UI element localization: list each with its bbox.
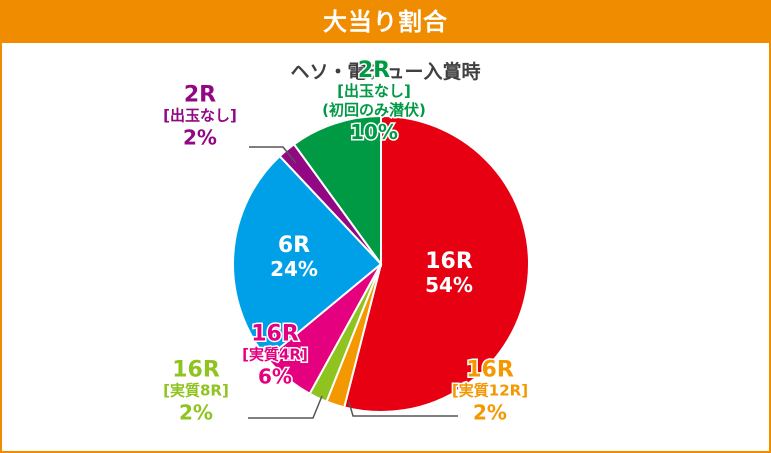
slice-6-value-text: 10% (350, 120, 398, 144)
slice-1-value-text: 2% (473, 401, 507, 425)
slice-0-label: 16R (425, 249, 473, 274)
pie-slice-6 (292, 114, 382, 268)
slice-2-sub: [実質8R] (163, 382, 229, 400)
chart-title: ヘソ・電チュー入賞時 (290, 61, 481, 83)
slice-6-sub2: (初回のみ潜伏) (322, 101, 426, 119)
slice-1-sub: [実質12R] (452, 382, 528, 400)
slice-3-label: 16R (251, 322, 299, 347)
slice-2-label: 16R (172, 358, 220, 383)
leader-line-2 (248, 395, 323, 419)
slice-3-sub: [実質4R] (242, 346, 308, 364)
leader-line-5 (249, 146, 297, 164)
header-title: 大当り割合 (2, 2, 769, 43)
pie-slice-0 (342, 114, 530, 413)
slice-0-value-text: 54% (425, 273, 473, 297)
slice-5-value-text: 2% (183, 126, 217, 150)
slice-5-label: 2R (184, 83, 216, 108)
slice-4-label: 6R (278, 233, 310, 258)
leader-line-1 (348, 401, 458, 417)
slice-6-sub: [出玉なし] (337, 82, 411, 100)
slice-3-value-text: 6% (258, 365, 292, 389)
pie-slice-4 (232, 154, 383, 360)
slice-6-label: 2R (358, 58, 390, 83)
slice-1-label: 16R (466, 358, 514, 383)
slice-4-value-text: 24% (270, 257, 318, 281)
slice-5-sub: [出玉なし] (163, 107, 237, 125)
slice-2-value-text: 2% (179, 401, 213, 425)
